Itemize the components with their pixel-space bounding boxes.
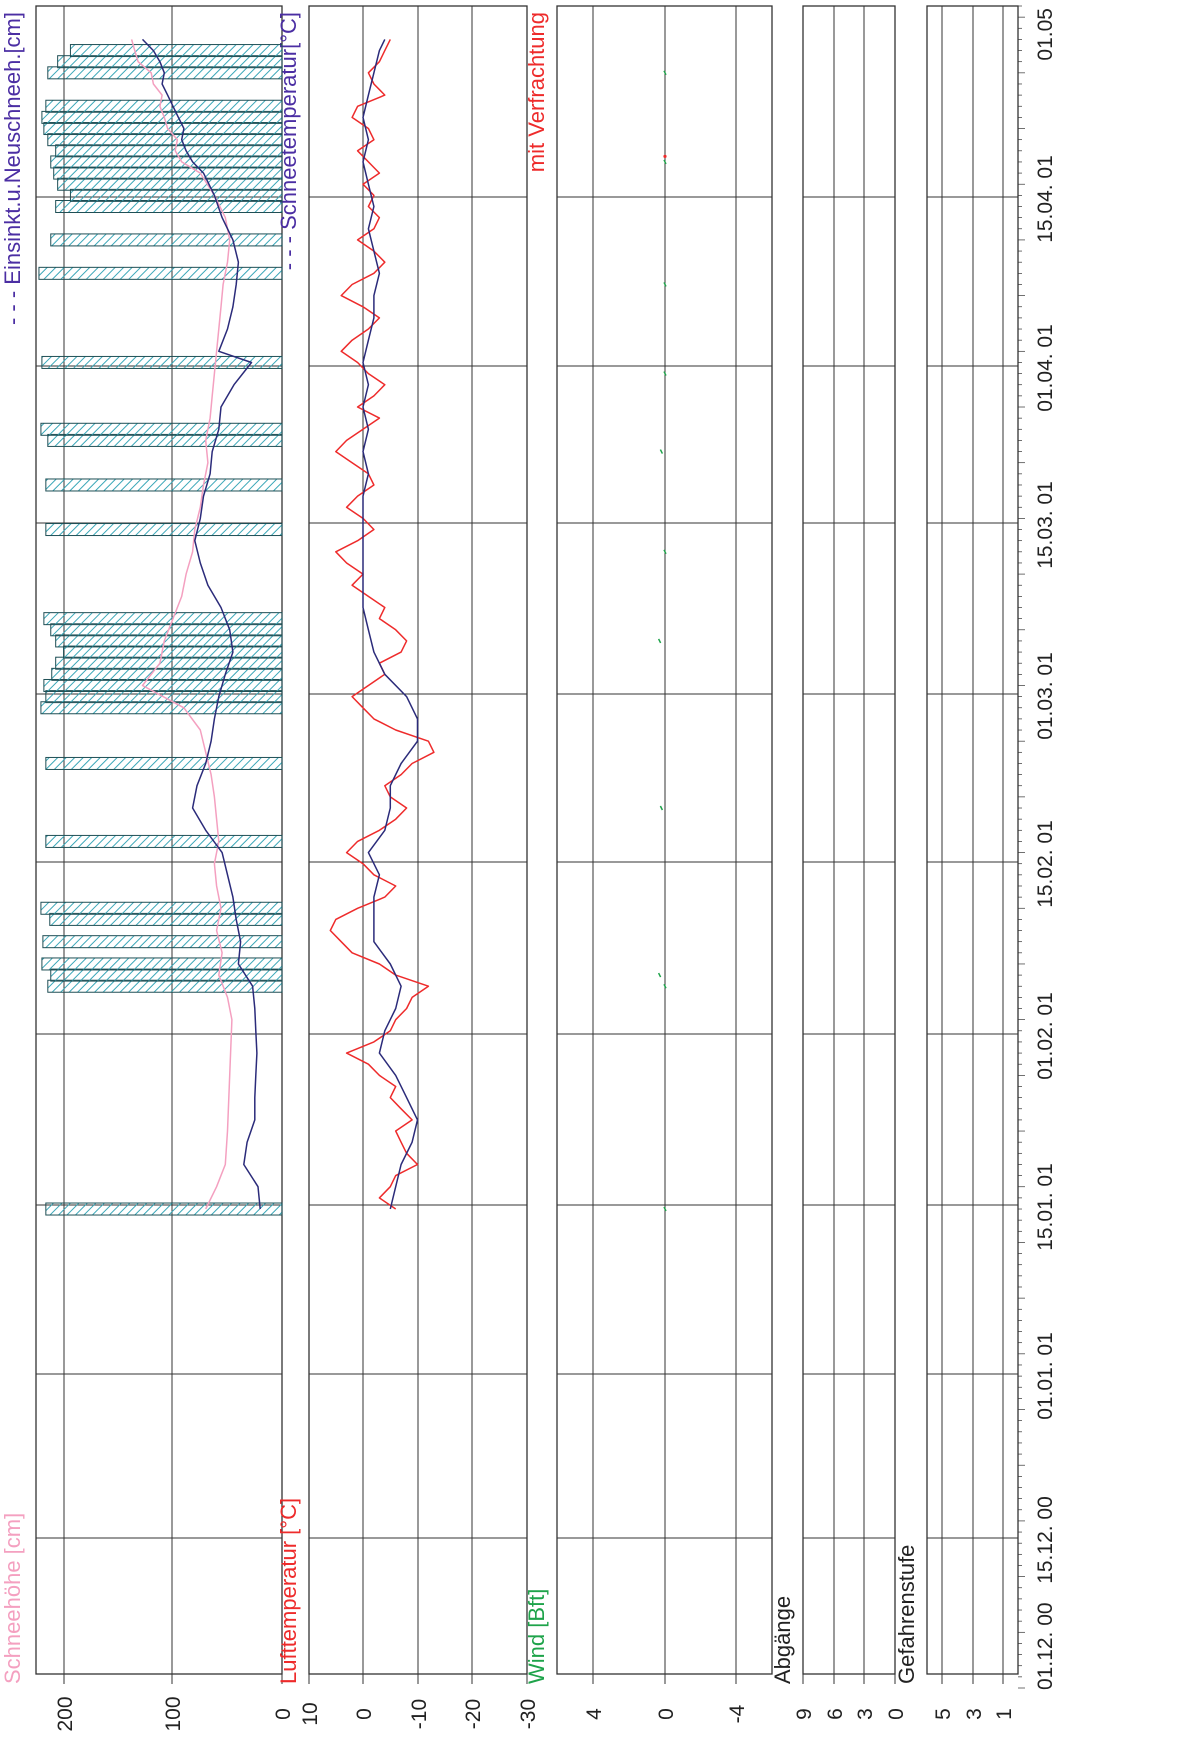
new-snow-bar-19 <box>45 478 283 492</box>
new-snow-bar-9 <box>40 701 283 715</box>
series-line-temp-1 <box>362 39 419 1210</box>
tick-label-danger-2: 1 <box>993 1708 1016 1720</box>
series-line-temp-0 <box>329 39 435 1210</box>
new-snow-bar-25 <box>55 200 283 214</box>
new-snow-bar-17 <box>43 612 283 626</box>
wind-mark-9 <box>663 159 667 165</box>
tick-label-temperature-3: -20 <box>462 1699 485 1729</box>
new-snow-bar-29 <box>50 155 283 169</box>
tick-label-wind-1: 0 <box>655 1708 678 1720</box>
date-label-2: 01.01. 01 <box>1034 1332 1057 1420</box>
new-snow-bar-12 <box>51 667 283 681</box>
wind-mark-2 <box>657 972 662 978</box>
new-snow-bar-37 <box>69 44 283 58</box>
wind-mark-6 <box>659 449 664 454</box>
new-snow-bar-3 <box>41 957 283 971</box>
new-snow-bar-8 <box>45 756 283 770</box>
date-label-4: 01.02. 01 <box>1034 992 1057 1080</box>
new-snow-bar-13 <box>55 656 283 670</box>
new-snow-bar-18 <box>45 523 283 537</box>
tick-label-temperature-4: -30 <box>517 1699 540 1729</box>
tick-label-temperature-0: 10 <box>299 1702 322 1725</box>
tick-label-temperature-2: -10 <box>408 1699 431 1729</box>
transport-mark <box>663 154 667 158</box>
label-gefahrenstufe: Gefahrenstufe <box>894 1545 919 1684</box>
new-snow-bar-20 <box>47 433 283 447</box>
tick-label-snow-0: 200 <box>54 1696 77 1731</box>
tick-label-avalanches-2: 3 <box>854 1708 877 1720</box>
tick-label-wind-0: 4 <box>583 1708 606 1720</box>
label-einsinkt: - - - Einsinkt.u.Neuschneeh.[cm] <box>0 12 25 325</box>
new-snow-bar-14 <box>63 645 283 659</box>
tick-label-wind-2: -4 <box>726 1704 749 1723</box>
tick-label-danger-0: 5 <box>932 1708 955 1720</box>
new-snow-bar-34 <box>45 99 283 113</box>
date-label-1: 15.12. 00 <box>1034 1496 1057 1584</box>
new-snow-bar-26 <box>69 188 283 202</box>
label-mit-verfrachtung: mit Verfrachtung <box>524 12 549 172</box>
new-snow-bar-23 <box>38 266 283 280</box>
new-snow-bar-0 <box>45 1202 283 1216</box>
new-snow-bar-7 <box>45 834 283 848</box>
wind-mark-4 <box>657 638 662 644</box>
new-snow-bar-6 <box>40 901 283 915</box>
date-label-5: 15.02. 01 <box>1034 820 1057 908</box>
new-snow-bar-31 <box>47 133 283 147</box>
series-line-snow-1 <box>141 38 261 1210</box>
tick-label-danger-1: 3 <box>963 1708 986 1720</box>
date-label-0: 01.12. 00 <box>1034 1602 1057 1690</box>
new-snow-bar-4 <box>42 935 283 949</box>
new-snow-bar-24 <box>50 233 283 247</box>
label-lufttemperatur: Lufttemperatur [°C] <box>276 1498 301 1684</box>
new-snow-bar-15 <box>55 634 283 648</box>
label-wind: Wind [Bft] <box>524 1589 549 1684</box>
tick-label-snow-1: 100 <box>162 1696 185 1731</box>
new-snow-bar-32 <box>43 122 283 136</box>
wind-mark-5 <box>663 549 667 555</box>
wind-mark-10 <box>663 70 667 76</box>
date-label-6: 01.03. 01 <box>1034 652 1057 740</box>
chart-layer: 200 100 0 10 0 -10 -20 -30 4 0 -4 9 6 3 0 5 3 101.12. 001… <box>0 5 1057 1732</box>
date-label-7: 15.03. 01 <box>1034 481 1057 569</box>
wind-mark-3 <box>659 805 664 811</box>
new-snow-bar-5 <box>49 912 283 926</box>
new-snow-bar-1 <box>47 979 283 993</box>
new-snow-bar-30 <box>55 144 283 158</box>
wind-mark-7 <box>663 371 667 376</box>
panel-frame-avalanches <box>802 5 896 1675</box>
tick-label-snow-2: 0 <box>272 1708 295 1720</box>
wind-mark-1 <box>663 983 667 989</box>
new-snow-bar-11 <box>43 678 283 692</box>
tick-label-avalanches-0: 9 <box>793 1708 816 1720</box>
wind-mark-0 <box>663 1206 667 1212</box>
label-schneehoehe: Schneehöhe [cm] <box>0 1513 25 1684</box>
new-snow-bar-21 <box>40 422 283 436</box>
label-abgaenge: Abgänge <box>770 1596 795 1684</box>
date-label-3: 15.01. 01 <box>1034 1163 1057 1251</box>
new-snow-bar-36 <box>57 55 283 69</box>
tick-label-avalanches-3: 0 <box>885 1708 908 1720</box>
new-snow-bar-28 <box>53 166 283 180</box>
date-label-10: 01.05 <box>1034 8 1057 61</box>
new-snow-bar-27 <box>57 177 283 191</box>
tick-label-avalanches-1: 6 <box>824 1708 847 1720</box>
date-label-8: 01.04. 01 <box>1034 324 1057 412</box>
tick-label-temperature-1: 0 <box>353 1708 376 1720</box>
wind-mark-8 <box>663 282 667 287</box>
date-label-9: 15.04. 01 <box>1034 155 1057 243</box>
new-snow-bar-22 <box>41 355 283 369</box>
series-line-snow-0 <box>130 39 233 1210</box>
